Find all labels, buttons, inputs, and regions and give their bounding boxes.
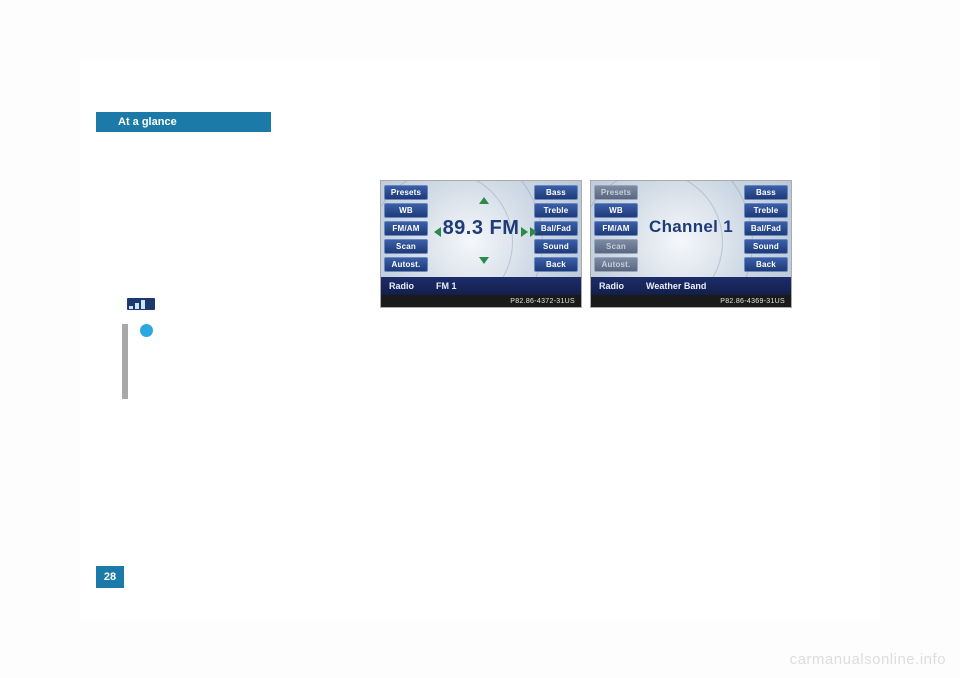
image-code-text: P82.86-4369-31US [720,298,785,305]
autostore-button[interactable]: Autost. [384,257,428,272]
watermark: carmanualsonline.info [790,651,946,668]
signal-icon [127,298,155,310]
info-dot-icon [140,324,153,337]
autostore-button: Autost. [594,257,638,272]
balfad-button[interactable]: Bal/Fad [534,221,578,236]
sound-button[interactable]: Sound [744,239,788,254]
section-header: At a glance [96,112,271,132]
watermark-text: carmanualsonline.info [790,651,946,668]
right-softkeys: Bass Treble Bal/Fad Sound Back [744,185,788,272]
presets-button[interactable]: Presets [384,185,428,200]
scan-button[interactable]: Scan [384,239,428,254]
status-band: FM 1 [436,281,457,291]
wb-button[interactable]: WB [594,203,638,218]
channel-text: Channel 1 [649,217,733,236]
treble-button[interactable]: Treble [744,203,788,218]
status-bar: Radio Weather Band [591,277,791,295]
manual-page: At a glance Presets WB FM/AM Scan Autost… [80,60,880,620]
status-mode: Radio [389,281,414,291]
page-number: 28 [104,571,116,583]
back-button[interactable]: Back [744,257,788,272]
section-header-text: At a glance [118,116,177,128]
balfad-button[interactable]: Bal/Fad [744,221,788,236]
left-softkeys: Presets WB FM/AM Scan Autost. [384,185,428,272]
bass-button[interactable]: Bass [744,185,788,200]
frequency-display: 89.3 FM [435,217,527,240]
bass-button[interactable]: Bass [534,185,578,200]
status-mode: Radio [599,281,624,291]
fm-am-button[interactable]: FM/AM [594,221,638,236]
right-softkeys: Bass Treble Bal/Fad Sound Back [534,185,578,272]
image-code-text: P82.86-4372-31US [510,298,575,305]
back-button[interactable]: Back [534,257,578,272]
wb-button[interactable]: WB [384,203,428,218]
info-sidebar-bar [122,324,128,399]
presets-button: Presets [594,185,638,200]
status-bar: Radio FM 1 [381,277,581,295]
scan-button: Scan [594,239,638,254]
arrow-up-icon[interactable] [479,197,489,204]
radio-fm-screenshot: Presets WB FM/AM Scan Autost. Bass Trebl… [380,180,582,308]
channel-display: Channel 1 [645,217,737,237]
arrow-down-icon[interactable] [479,257,489,264]
radio-wb-screenshot: Presets WB FM/AM Scan Autost. Bass Trebl… [590,180,792,308]
frequency-text: 89.3 FM [443,217,520,239]
page-number-badge: 28 [96,566,124,588]
treble-button[interactable]: Treble [534,203,578,218]
arrow-fast-right-icon[interactable] [530,227,537,237]
fm-am-button[interactable]: FM/AM [384,221,428,236]
status-band: Weather Band [646,281,706,291]
image-code: P82.86-4369-31US [591,295,791,307]
sound-button[interactable]: Sound [534,239,578,254]
left-softkeys: Presets WB FM/AM Scan Autost. [594,185,638,272]
image-code: P82.86-4372-31US [381,295,581,307]
